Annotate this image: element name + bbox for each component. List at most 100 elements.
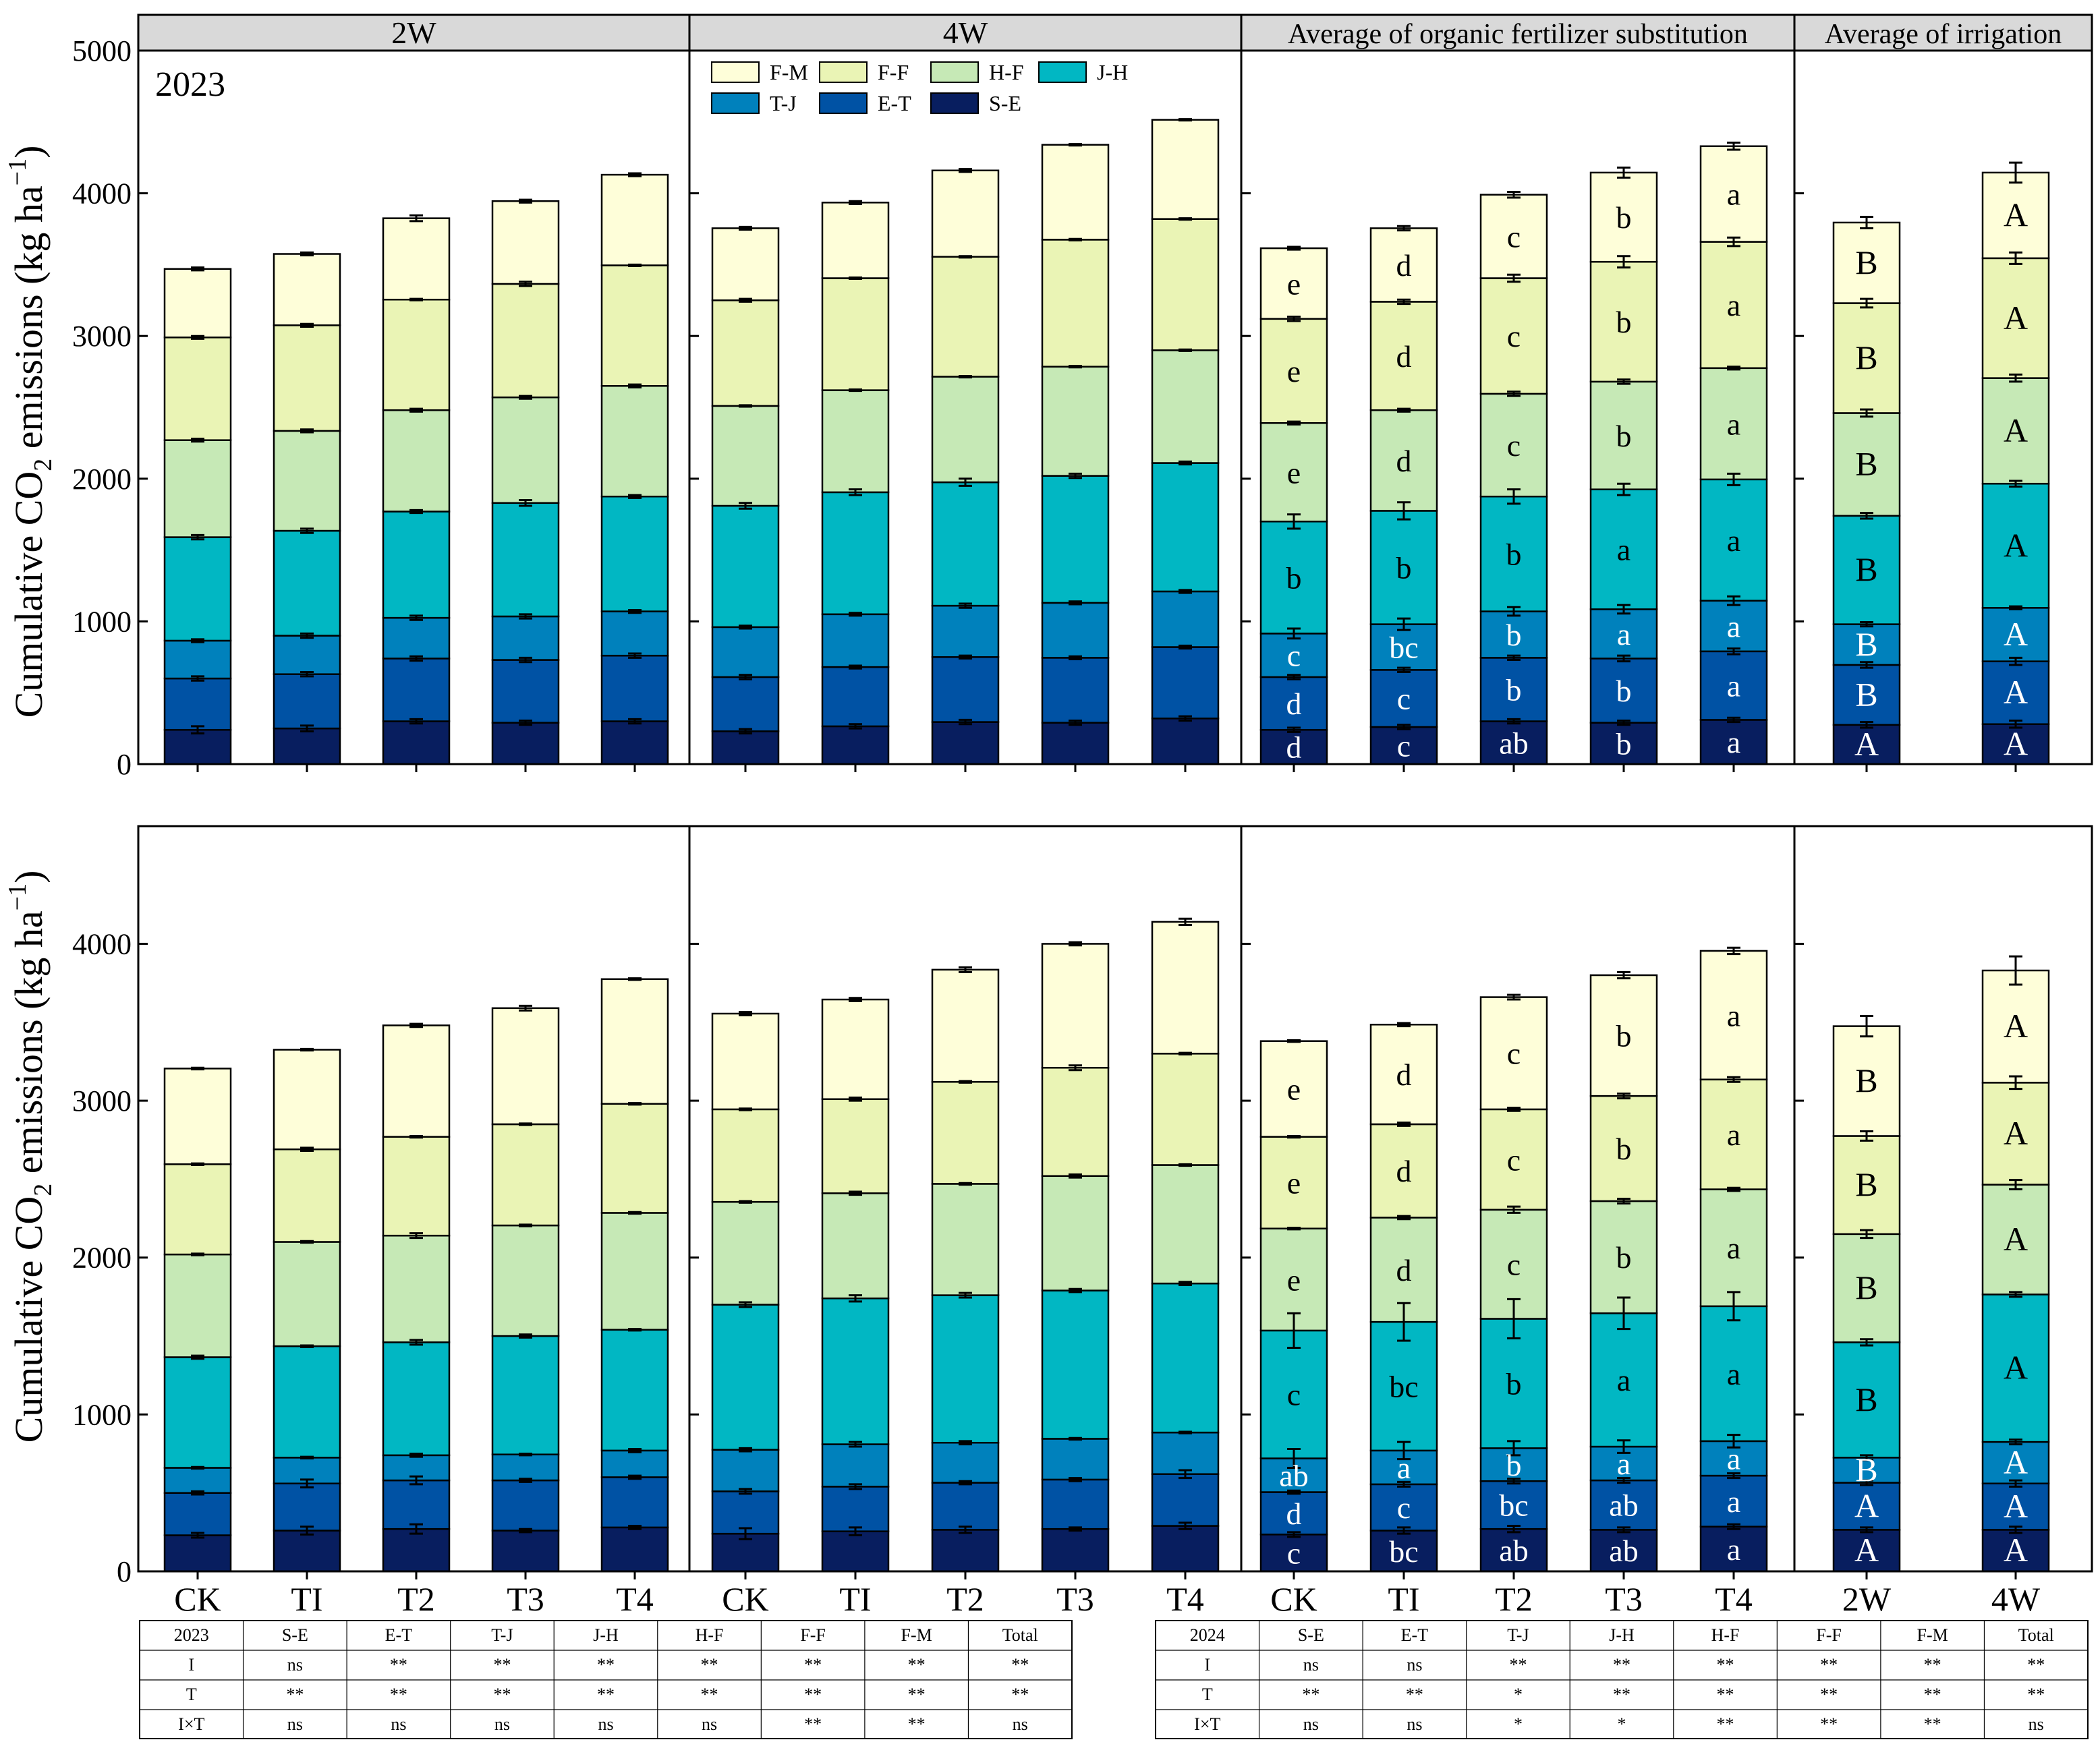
bar-segment-f-f xyxy=(1259,1136,1328,1229)
bar-segment-f-f xyxy=(273,1148,341,1243)
x-tick-label: T3 xyxy=(507,1580,544,1618)
y-tick-label: 2000 xyxy=(72,1242,132,1275)
significance-letter: ab xyxy=(1609,1534,1638,1568)
bar-segment-j-h xyxy=(273,529,341,637)
table-cell: I×T xyxy=(1194,1714,1220,1734)
significance-letter: a xyxy=(1727,1117,1740,1152)
bar-segment-f-f xyxy=(382,1136,451,1237)
bar-segment-f-m xyxy=(1981,969,2050,1084)
significance-letter: b xyxy=(1286,560,1302,595)
bar-segment-s-e xyxy=(931,1529,1000,1573)
bar-segment-f-f xyxy=(1832,1135,1901,1236)
table-cell: ** xyxy=(804,1655,822,1675)
bar-segment-e-t xyxy=(821,666,890,728)
bar-segment-e-t xyxy=(1981,1482,2050,1531)
table-cell: * xyxy=(1618,1714,1626,1734)
y-tick-label: 4000 xyxy=(72,927,132,960)
table-header-cell: E-T xyxy=(385,1625,413,1645)
table-cell: ** xyxy=(1717,1714,1734,1734)
bar-segment-s-e xyxy=(1832,1529,1901,1573)
bar-segment-t-j xyxy=(163,1467,232,1494)
bar-segment-e-t xyxy=(600,654,669,722)
bar-segment-f-m xyxy=(491,200,560,285)
significance-letter: c xyxy=(1507,1248,1521,1282)
significance-letter: B xyxy=(1855,243,1877,281)
significance-letter: A xyxy=(1854,1486,1879,1524)
x-tick-label: T4 xyxy=(616,1580,654,1618)
table-header-cell: H-F xyxy=(696,1625,724,1645)
legend-swatch-j-h xyxy=(1038,61,1087,83)
bar-segment-j-h xyxy=(821,491,890,616)
table-cell: ** xyxy=(908,1655,926,1675)
bar-segment-f-f xyxy=(491,1123,560,1227)
panel-header: Average of organic fertilizer substituti… xyxy=(1288,19,1748,50)
bar-segment-j-h xyxy=(1981,482,2050,609)
table-header-cell: Total xyxy=(2018,1625,2054,1645)
significance-letter: A xyxy=(2004,673,2028,711)
bar-segment-h-f xyxy=(821,389,890,494)
legend-label: F-M xyxy=(770,60,808,84)
significance-letter: a xyxy=(1617,1363,1630,1397)
significance-letter: c xyxy=(1507,428,1521,463)
bar-segment-f-f xyxy=(931,256,1000,378)
panel-header: 2W xyxy=(391,16,436,50)
legend-label: F-F xyxy=(878,60,909,84)
bar-segment-s-e xyxy=(1259,1534,1328,1573)
significance-letter: ab xyxy=(1499,726,1528,760)
significance-letter: c xyxy=(1507,220,1521,254)
bar-segment-f-m xyxy=(1479,194,1548,279)
legend-label: H-F xyxy=(989,60,1024,84)
bar-segment-j-h xyxy=(1151,1282,1220,1434)
bar-segment-f-f xyxy=(600,1103,669,1214)
bar-segment-t-j xyxy=(931,604,1000,658)
significance-letter: d xyxy=(1396,1253,1412,1287)
bar-segment-t-j xyxy=(1832,623,1901,666)
x-tick-label: CK xyxy=(722,1580,768,1618)
significance-letter: b xyxy=(1506,618,1522,652)
table-cell: ** xyxy=(701,1685,718,1704)
bar-segment-e-t xyxy=(1041,657,1110,724)
bar-segment-f-m xyxy=(711,227,780,301)
significance-letter: bc xyxy=(1499,1488,1528,1523)
x-tick-label: T2 xyxy=(946,1580,984,1618)
table-header-cell: T-J xyxy=(491,1625,513,1645)
bar-segment-j-h xyxy=(1699,1305,1768,1443)
bar-segment-e-t xyxy=(1259,676,1328,731)
significance-letter: d xyxy=(1396,248,1412,283)
year-label: 2023 xyxy=(155,65,225,104)
y-tick-label: 0 xyxy=(117,748,132,781)
bar-segment-e-t xyxy=(1589,1479,1658,1531)
bar-segment-f-f xyxy=(1699,241,1768,370)
y-axis-label-top: Cumulative CO2 emissions (kg ha−1) xyxy=(3,146,57,718)
bar-segment-f-f xyxy=(491,283,560,399)
bar-segment-s-e xyxy=(600,1526,669,1573)
bar-segment-t-j xyxy=(821,613,890,668)
table-cell: ** xyxy=(597,1685,615,1704)
table-cell: ** xyxy=(1820,1685,1838,1704)
bar-segment-f-m xyxy=(1369,1024,1438,1126)
significance-letter: A xyxy=(2004,299,2028,337)
table-cell: ** xyxy=(908,1685,926,1704)
bar-segment-j-h xyxy=(1981,1294,2050,1443)
bar-segment-j-h xyxy=(931,481,1000,607)
bar-segment-s-e xyxy=(1259,728,1328,765)
legend-swatch-f-m xyxy=(711,61,760,83)
bar-segment-h-f xyxy=(273,430,341,532)
significance-letter: bc xyxy=(1389,630,1418,664)
x-tick-label: T2 xyxy=(1495,1580,1533,1618)
table-cell: ns xyxy=(391,1714,406,1734)
significance-letter: d xyxy=(1396,339,1412,374)
bar-segment-e-t xyxy=(931,656,1000,723)
bar-segment-s-e xyxy=(163,728,232,765)
bar-segment-e-t xyxy=(600,1476,669,1529)
significance-letter: A xyxy=(2004,411,2028,449)
significance-letter: B xyxy=(1855,1380,1877,1418)
bar-segment-j-h xyxy=(382,511,451,619)
significance-letter: B xyxy=(1855,1062,1877,1099)
significance-letter: a xyxy=(1617,617,1630,651)
bar-segment-f-m xyxy=(1151,119,1220,220)
bar-segment-s-e xyxy=(1699,1525,1768,1573)
significance-letter: A xyxy=(2004,724,2028,762)
table-header-cell: Total xyxy=(1002,1625,1038,1645)
significance-letter: e xyxy=(1287,354,1301,388)
